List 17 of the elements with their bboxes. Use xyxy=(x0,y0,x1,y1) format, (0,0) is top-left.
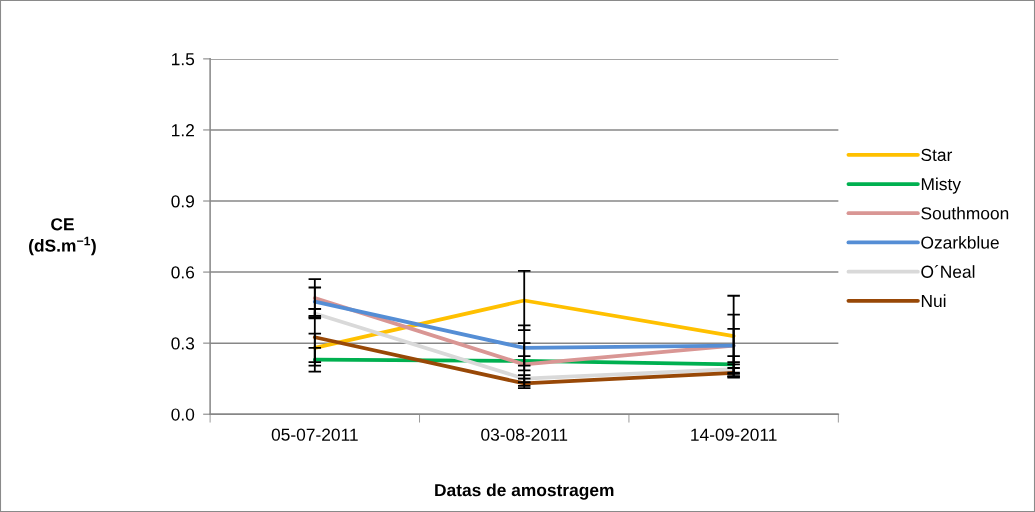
x-axis-title: Datas de amostragem xyxy=(435,483,614,500)
legend-label: O´Neal xyxy=(921,264,975,278)
y-tick-label: 0.0 xyxy=(171,408,195,421)
legend-label: Ozarkblue xyxy=(921,235,999,249)
y-tick-label: 0.6 xyxy=(171,266,195,279)
legend-label: Star xyxy=(921,148,953,162)
x-tick-label: 14-09-2011 xyxy=(691,428,777,441)
y-tick-label: 1.2 xyxy=(172,124,194,137)
y-tick-label: 1.5 xyxy=(172,53,195,66)
legend-label: Nui xyxy=(921,294,946,308)
x-tick-label: 05-07-2011 xyxy=(271,428,358,441)
y-tick-label: 0.9 xyxy=(171,195,195,208)
x-tick-label: 03-08-2011 xyxy=(481,428,568,441)
y-axis-title: CE (dS.m$^{−1}$) xyxy=(29,218,96,256)
y-tick-label: 0.3 xyxy=(171,337,195,350)
legend-label: Misty xyxy=(921,177,961,194)
legend-label: Southmoon xyxy=(921,206,1009,220)
